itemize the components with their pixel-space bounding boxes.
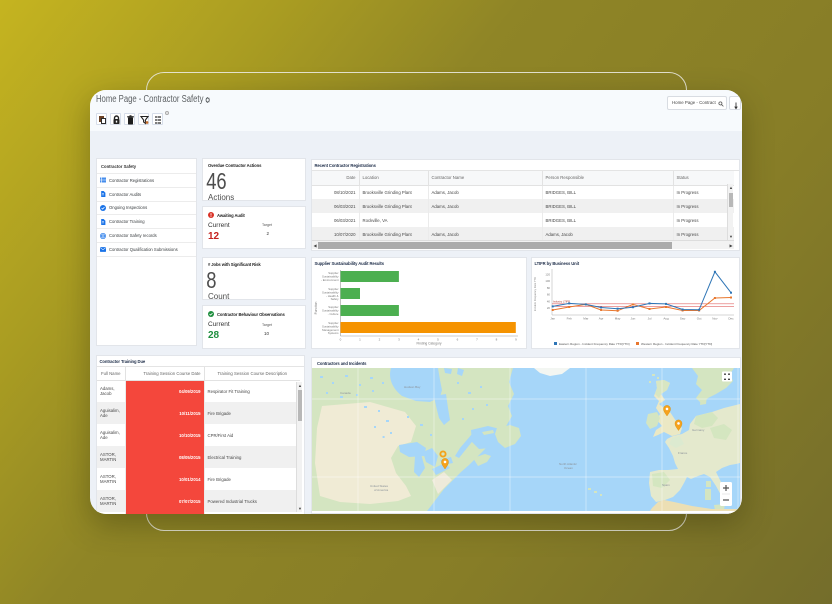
svg-text:- Environment: - Environment <box>321 278 339 282</box>
svg-text:40: 40 <box>547 300 551 304</box>
svg-text:Spain: Spain <box>662 483 670 487</box>
svg-text:120: 120 <box>545 273 550 277</box>
svg-text:Hudson Bay: Hudson Bay <box>404 385 421 389</box>
svg-text:Western Region - Incident Freq: Western Region - Incident Frequency Rate… <box>641 342 712 346</box>
svg-text:Germany: Germany <box>692 428 705 432</box>
svg-text:Sustainability: Sustainability <box>322 324 339 328</box>
svg-text:Finding Category: Finding Category <box>416 342 441 346</box>
svg-text:1: 1 <box>359 338 361 342</box>
svg-text:Canada: Canada <box>340 391 351 395</box>
svg-text:80: 80 <box>547 286 551 290</box>
svg-text:0: 0 <box>340 338 342 342</box>
svg-text:Jul: Jul <box>648 317 652 321</box>
svg-text:France: France <box>678 451 688 455</box>
svg-text:- Health &: - Health & <box>326 294 339 298</box>
svg-text:Function: Function <box>314 302 318 315</box>
svg-text:7: 7 <box>476 338 478 342</box>
svg-text:Supplier: Supplier <box>328 287 338 291</box>
svg-text:Dec: Dec <box>728 317 734 321</box>
svg-text:Sustainability: Sustainability <box>322 308 339 312</box>
svg-text:Supplier: Supplier <box>328 321 338 325</box>
svg-text:North Atlantic: North Atlantic <box>559 462 577 466</box>
svg-text:60: 60 <box>547 293 551 297</box>
svg-text:8: 8 <box>496 338 498 342</box>
svg-text:Feb: Feb <box>567 317 573 321</box>
svg-text:9: 9 <box>515 338 517 342</box>
svg-text:20: 20 <box>547 306 551 310</box>
svg-text:of America: of America <box>374 488 389 492</box>
svg-text:Nov: Nov <box>712 317 718 321</box>
svg-text:Oct: Oct <box>697 317 702 321</box>
svg-text:Ocean: Ocean <box>564 466 573 470</box>
svg-text:Aug: Aug <box>663 317 669 321</box>
svg-text:Supplier: Supplier <box>328 271 338 275</box>
svg-text:6: 6 <box>457 338 459 342</box>
svg-text:5: 5 <box>437 338 439 342</box>
svg-text:Supplier: Supplier <box>328 305 338 309</box>
svg-text:Sustainability: Sustainability <box>322 290 339 294</box>
svg-text:100: 100 <box>545 279 550 283</box>
svg-text:United States: United States <box>370 484 389 488</box>
svg-text:2: 2 <box>379 338 381 342</box>
svg-text:May: May <box>615 317 621 321</box>
svg-text:Management: Management <box>322 328 339 332</box>
svg-text:Mar: Mar <box>583 317 588 321</box>
svg-text:Sep: Sep <box>680 317 686 321</box>
svg-text:Systems: Systems <box>328 331 339 335</box>
svg-text:Industry LTIFR: Industry LTIFR <box>553 300 570 304</box>
svg-text:Sustainability: Sustainability <box>322 274 339 278</box>
svg-text:Apr: Apr <box>599 317 604 321</box>
svg-text:- Culture: - Culture <box>328 312 339 316</box>
svg-text:4: 4 <box>418 338 420 342</box>
svg-text:Incident Frequency Rate YTD: Incident Frequency Rate YTD <box>533 277 537 311</box>
svg-text:Eastern Region - Incident Freq: Eastern Region - Incident Frequency Rate… <box>559 342 630 346</box>
svg-text:Jun: Jun <box>630 317 635 321</box>
svg-text:Safety: Safety <box>331 297 340 301</box>
svg-text:Jan: Jan <box>550 317 555 321</box>
svg-text:3: 3 <box>398 338 400 342</box>
